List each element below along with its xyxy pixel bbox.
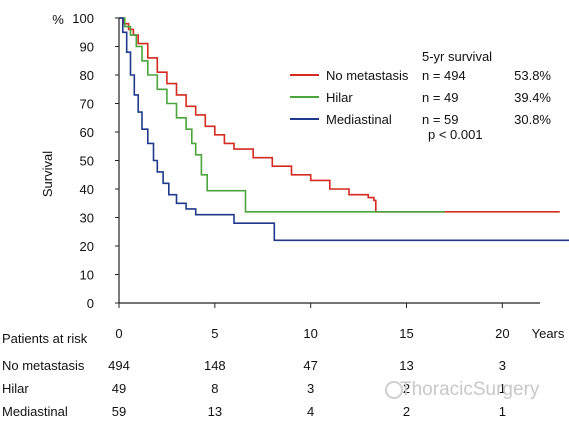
y-tick-label: 50	[80, 154, 94, 169]
y-tick-label: 90	[80, 40, 94, 55]
risk-cell: 494	[108, 358, 130, 373]
x-tick-label: 15	[399, 326, 413, 341]
risk-cell: 2	[403, 381, 410, 396]
legend-five-yr: 53.8%	[514, 68, 551, 83]
risk-cell: 13	[399, 358, 413, 373]
risk-cell: 8	[211, 381, 218, 396]
series-line-mediastinal	[119, 17, 569, 242]
legend-five-yr: 30.8%	[514, 112, 551, 127]
p-value: p < 0.001	[428, 127, 483, 142]
y-tick-label: 70	[80, 97, 94, 112]
legend-n: n = 59	[422, 112, 459, 127]
survival-curves	[119, 17, 569, 242]
watermark: ThoracicSurgery	[400, 379, 540, 400]
x-tick-label: 5	[211, 326, 218, 341]
series-line-no-metastasis	[119, 17, 560, 213]
x-tick-label: 0	[115, 326, 122, 341]
legend-label: Mediastinal	[326, 112, 392, 127]
y-axis-title: Survival	[40, 151, 55, 197]
y-tick-label: 30	[80, 211, 94, 226]
risk-cell: 13	[208, 404, 222, 419]
risk-cell: 3	[499, 358, 506, 373]
risk-cell: 1	[499, 404, 506, 419]
x-tick-label: 10	[303, 326, 317, 341]
series-line-hilar	[119, 17, 445, 213]
y-tick-label: 0	[87, 296, 94, 311]
legend-five-yr: 39.4%	[514, 90, 551, 105]
risk-row-label: Mediastinal	[2, 404, 68, 419]
risk-cell: 1	[499, 381, 506, 396]
risk-row-label: Hilar	[2, 381, 29, 396]
risk-cell: 59	[112, 404, 126, 419]
y-tick-label: 40	[80, 182, 94, 197]
risk-cell: 3	[307, 381, 314, 396]
y-tick-label: 100	[72, 11, 94, 26]
y-tick-label: 20	[80, 239, 94, 254]
y-tick-label: 60	[80, 125, 94, 140]
risk-cell: 47	[303, 358, 317, 373]
x-unit-label: Years	[532, 326, 565, 341]
legend-label: Hilar	[326, 90, 353, 105]
legend-label: No metastasis	[326, 68, 409, 83]
y-unit-label: %	[52, 12, 64, 27]
legend-header: 5-yr survival	[422, 49, 492, 64]
risk-cell: 148	[204, 358, 226, 373]
legend-n: n = 494	[422, 68, 466, 83]
y-tick-label: 10	[80, 268, 94, 283]
x-tick-label: 20	[495, 326, 509, 341]
legend: 5-yr survival No metastasis n = 494 53.8% Hi…	[290, 49, 551, 142]
risk-cell: 4	[307, 404, 314, 419]
watermark-icon	[385, 381, 403, 399]
risk-cell: 2	[403, 404, 410, 419]
risk-cell: 49	[112, 381, 126, 396]
y-tick-label: 80	[80, 68, 94, 83]
legend-n: n = 49	[422, 90, 459, 105]
axes: 0 10 20 30 40 50 60 70 80 90 100 0 5 10 15 20 Years% Surv…	[40, 11, 565, 341]
risk-row-label: No metastasis	[2, 358, 85, 373]
risk-table-title: Patients at risk	[2, 331, 88, 346]
